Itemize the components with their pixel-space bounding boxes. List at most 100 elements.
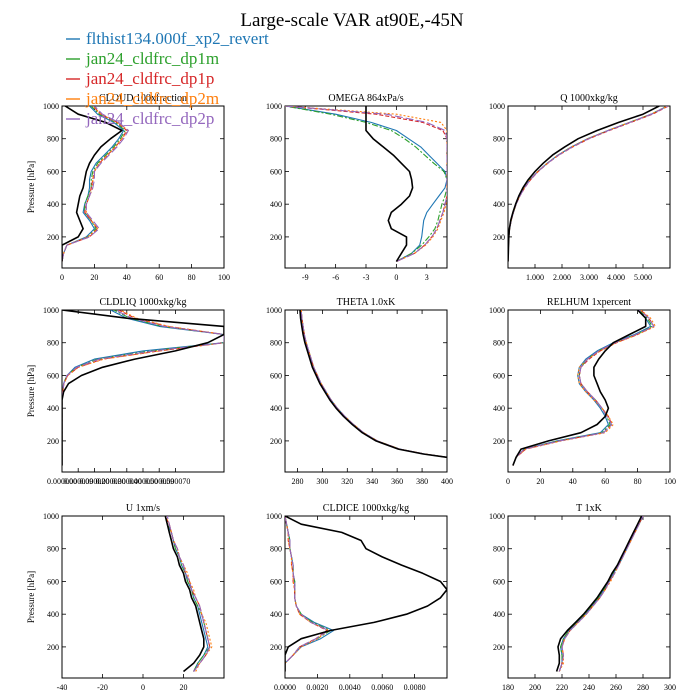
x-tick-label: 240 [583, 683, 595, 692]
x-tick-label: 0.000070 [160, 477, 190, 486]
x-tick-label: 0 [60, 273, 64, 282]
y-tick-label: 200 [270, 233, 282, 242]
panel-title: CLDLIQ 1000xkg/kg [100, 297, 187, 308]
y-axis-label: Pressure [hPa] [26, 365, 36, 417]
series-group [62, 106, 129, 262]
panel-3: CLDLIQ 1000xkg/kg 0.0000000.0000090.00002… [26, 297, 225, 486]
x-tick-label: 80 [188, 273, 196, 282]
series-group [285, 106, 447, 263]
series-group [299, 310, 447, 459]
x-tick-label: 0 [394, 273, 398, 282]
legend-entry: jan24_cldfrc_dp2p [85, 109, 214, 128]
panel-0: CLOUD 100xfraction 0 20 40 60 80 100 200 400 600 8… [26, 93, 230, 282]
series-group [512, 310, 656, 466]
series-line-2 [285, 516, 328, 672]
series-line-1 [300, 310, 447, 458]
x-tick-label: 0 [506, 477, 510, 486]
legend-entry: jan24_cldfrc_dp1p [85, 69, 214, 88]
x-tick-label: 100 [218, 273, 230, 282]
y-tick-label: 400 [47, 404, 59, 413]
y-tick-label: 800 [493, 545, 505, 554]
x-tick-label: 280 [291, 477, 303, 486]
series-line-1 [62, 310, 224, 466]
y-tick-label: 400 [270, 404, 282, 413]
panel-7: CLDICE 1000xkg/kg 0.0000 0.0020 0.0040 0.006… [266, 503, 448, 692]
y-tick-label: 600 [493, 371, 505, 380]
series-line-3 [62, 106, 129, 262]
x-tick-label: 0.000009 [63, 477, 93, 486]
panel-4: THETA 1.0xK 280 300 320 340 360 380 400 200 400 60… [266, 297, 453, 486]
y-tick-label: 1000 [266, 102, 282, 111]
plot-frame [507, 515, 671, 679]
y-tick-label: 400 [493, 610, 505, 619]
x-tick-label: 360 [391, 477, 403, 486]
x-tick-label: 60 [155, 273, 163, 282]
series-line-4 [285, 516, 330, 672]
x-tick-label: 5.000 [634, 273, 652, 282]
y-tick-label: 600 [493, 577, 505, 586]
x-tick-label: 1.000 [526, 273, 544, 282]
plot-frame [284, 309, 448, 473]
x-tick-label: 260 [610, 683, 622, 692]
series-line-2 [508, 106, 669, 262]
y-tick-label: 600 [493, 167, 505, 176]
y-tick-label: 400 [47, 200, 59, 209]
series-line-3 [512, 310, 656, 466]
x-tick-label: 80 [634, 477, 642, 486]
series-line-5 [62, 106, 123, 262]
series-line-4 [300, 310, 447, 458]
y-tick-label: 1000 [489, 102, 505, 111]
x-tick-label: 220 [556, 683, 568, 692]
y-axis-label: Pressure [hPa] [26, 571, 36, 623]
series-line-1 [285, 516, 331, 672]
x-tick-label: -40 [57, 683, 68, 692]
y-tick-label: 600 [47, 371, 59, 380]
plot-frame [507, 309, 671, 473]
series-line-0 [285, 516, 335, 672]
y-tick-label: 400 [493, 404, 505, 413]
series-line-3 [164, 516, 213, 672]
series-line-1 [508, 106, 668, 262]
series-group [555, 516, 644, 672]
x-tick-label: 0.000030 [96, 477, 126, 486]
series-line-4 [558, 516, 644, 672]
x-tick-label: 0.0000 [274, 683, 296, 692]
series-group [164, 516, 213, 673]
y-tick-label: 600 [270, 167, 282, 176]
y-tick-label: 200 [270, 643, 282, 652]
panel-5: RELHUM 1xpercent 0 20 40 60 80 100 200 400 600 800… [489, 297, 676, 486]
x-tick-label: 320 [341, 477, 353, 486]
y-axis-label: Pressure [hPa] [26, 161, 36, 213]
y-tick-label: 800 [270, 135, 282, 144]
y-tick-label: 800 [493, 339, 505, 348]
x-tick-label: -6 [332, 273, 339, 282]
series-line-2 [62, 310, 224, 466]
series-line-5 [164, 516, 205, 673]
x-tick-label: 400 [441, 477, 453, 486]
x-tick-label: 4.000 [607, 273, 625, 282]
panel-2: Q 1000xkg/kg 1.000 2.000 3.000 4.000 5.000 200… [489, 93, 671, 282]
x-tick-label: 340 [366, 477, 378, 486]
series-line-2 [300, 310, 447, 458]
series-line-0 [285, 106, 447, 262]
x-tick-label: 0.0020 [306, 683, 328, 692]
y-tick-label: 800 [270, 545, 282, 554]
y-tick-label: 1000 [43, 102, 59, 111]
y-tick-label: 600 [47, 577, 59, 586]
panel-6: U 1xm/s -40 -20 0 20 200 400 600 800 1000 Pressure… [26, 503, 225, 692]
x-tick-label: 180 [502, 683, 514, 692]
y-tick-label: 200 [47, 643, 59, 652]
series-group [62, 310, 224, 466]
series-line-3 [508, 106, 668, 262]
x-tick-label: 380 [416, 477, 428, 486]
x-tick-label: 300 [316, 477, 328, 486]
x-tick-label: 0.000040 [112, 477, 142, 486]
x-tick-label: 0.000059 [144, 477, 174, 486]
y-tick-label: 200 [270, 437, 282, 446]
series-line-5 [62, 310, 224, 466]
y-tick-label: 1000 [43, 306, 59, 315]
series-line-0 [300, 310, 447, 458]
x-tick-label: 40 [569, 477, 577, 486]
plot-frame [284, 515, 448, 679]
panel-title: U 1xm/s [126, 503, 160, 514]
